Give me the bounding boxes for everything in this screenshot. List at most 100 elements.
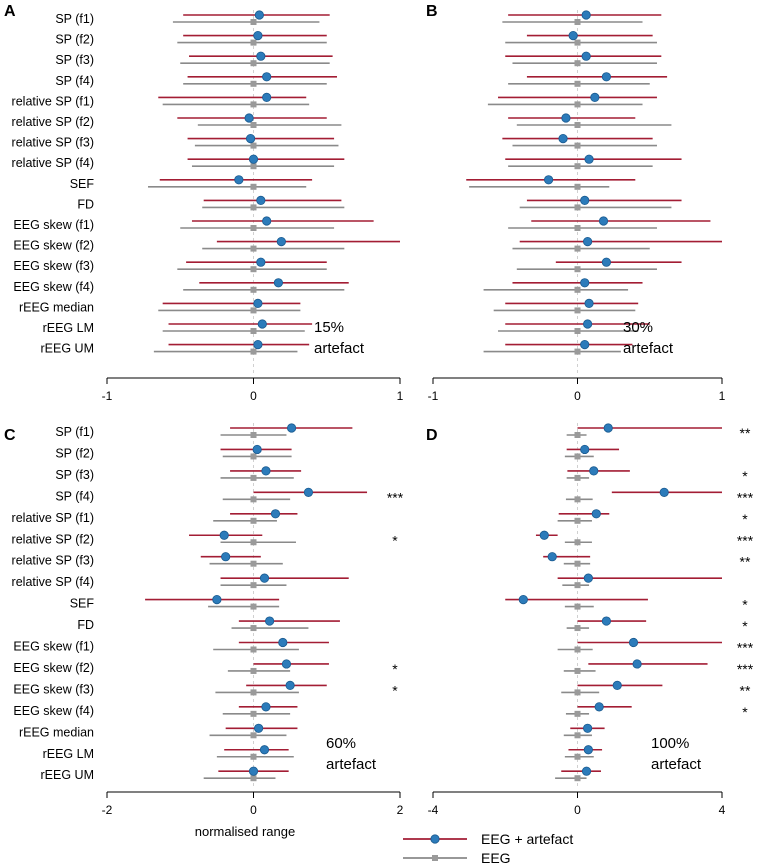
artefact-point — [245, 114, 253, 122]
significance-stars: *** — [387, 489, 404, 505]
significance-stars: * — [742, 618, 748, 634]
clean-point — [575, 184, 581, 190]
panel-b: B -1 0 1 30% artefact — [426, 3, 726, 403]
significance-stars: * — [392, 682, 398, 698]
artefact-point — [582, 767, 590, 775]
clean-point — [575, 101, 581, 107]
feature-label: EEG skew (f1) — [13, 218, 94, 232]
clean-point — [251, 625, 257, 631]
x-tick-label: 0 — [250, 389, 257, 403]
clean-point — [575, 496, 581, 502]
artefact-level-label: 15% — [314, 319, 344, 336]
panel-letter-c: C — [4, 427, 16, 444]
feature-label: relative SP (f1) — [12, 511, 94, 525]
clean-point — [575, 453, 581, 459]
artefact-point — [262, 93, 270, 101]
artefact-point — [246, 134, 254, 142]
feature-label: SEF — [70, 597, 95, 611]
legend-clean-marker — [432, 855, 438, 861]
clean-point — [251, 754, 257, 760]
artefact-point — [591, 93, 599, 101]
clean-point — [251, 307, 257, 313]
clean-point — [251, 518, 257, 524]
artefact-point — [260, 746, 268, 754]
clean-point — [251, 266, 257, 272]
clean-point — [575, 689, 581, 695]
clean-point — [575, 604, 581, 610]
artefact-point — [559, 134, 567, 142]
clean-point — [251, 668, 257, 674]
clean-point — [575, 328, 581, 334]
artefact-point — [287, 424, 295, 432]
artefact-level-label: 100% — [651, 735, 689, 752]
clean-point — [251, 143, 257, 149]
artefact-point — [258, 320, 266, 328]
clean-point — [575, 561, 581, 567]
legend-artefact-marker — [431, 835, 439, 843]
clean-point — [251, 711, 257, 717]
feature-label: relative SP (f4) — [12, 575, 94, 589]
clean-point — [575, 246, 581, 252]
clean-point — [575, 143, 581, 149]
clean-point — [575, 518, 581, 524]
feature-label: EEG skew (f4) — [13, 280, 94, 294]
forest-plot-figure: A SP (f1)SP (f2)SP (f3)SP (f4)relative SP… — [0, 0, 766, 866]
x-tick-label: 2 — [397, 803, 404, 817]
artefact-point — [548, 553, 556, 561]
panel-letter-a: A — [4, 3, 16, 20]
clean-point — [575, 266, 581, 272]
artefact-point — [581, 445, 589, 453]
clean-point — [251, 475, 257, 481]
artefact-point — [602, 258, 610, 266]
feature-label: FD — [77, 197, 94, 211]
artefact-point — [257, 258, 265, 266]
clean-point — [575, 432, 581, 438]
artefact-point — [254, 724, 262, 732]
feature-label: rEEG UM — [41, 768, 94, 782]
x-tick-label: -1 — [428, 389, 439, 403]
artefact-point — [260, 574, 268, 582]
legend-artefact-label: EEG + artefact — [481, 831, 573, 847]
artefact-point — [282, 660, 290, 668]
artefact-point — [304, 488, 312, 496]
feature-label: rEEG median — [19, 725, 94, 739]
artefact-point — [602, 617, 610, 625]
artefact-point — [633, 660, 641, 668]
artefact-point — [583, 237, 591, 245]
artefact-point — [262, 703, 270, 711]
clean-point — [251, 19, 257, 25]
panel-letter-d: D — [426, 427, 438, 444]
artefact-point — [274, 279, 282, 287]
x-tick-label: -4 — [428, 803, 439, 817]
artefact-point — [581, 279, 589, 287]
artefact-point — [599, 217, 607, 225]
artefact-point — [629, 638, 637, 646]
clean-point — [251, 349, 257, 355]
significance-stars: ** — [740, 682, 751, 698]
feature-label: SP (f4) — [55, 74, 94, 88]
clean-point — [575, 775, 581, 781]
feature-label: EEG skew (f2) — [13, 661, 94, 675]
artefact-point — [602, 73, 610, 81]
feature-label: rEEG median — [19, 300, 94, 314]
artefact-point — [581, 196, 589, 204]
artefact-point — [583, 320, 591, 328]
significance-stars: * — [392, 532, 398, 548]
clean-point — [575, 81, 581, 87]
feature-label: relative SP (f2) — [12, 115, 94, 129]
clean-point — [251, 539, 257, 545]
x-tick-label: 0 — [250, 803, 257, 817]
clean-point — [575, 475, 581, 481]
artefact-point — [221, 553, 229, 561]
panel-letter-b: B — [426, 3, 438, 20]
feature-label: SP (f3) — [55, 468, 94, 482]
feature-label: SEF — [70, 177, 95, 191]
artefact-point — [582, 52, 590, 60]
artefact-level-label: artefact — [623, 340, 674, 357]
clean-point — [251, 60, 257, 66]
significance-stars: * — [392, 661, 398, 677]
artefact-point — [262, 217, 270, 225]
artefact-point — [220, 531, 228, 539]
clean-point — [251, 561, 257, 567]
artefact-point — [562, 114, 570, 122]
